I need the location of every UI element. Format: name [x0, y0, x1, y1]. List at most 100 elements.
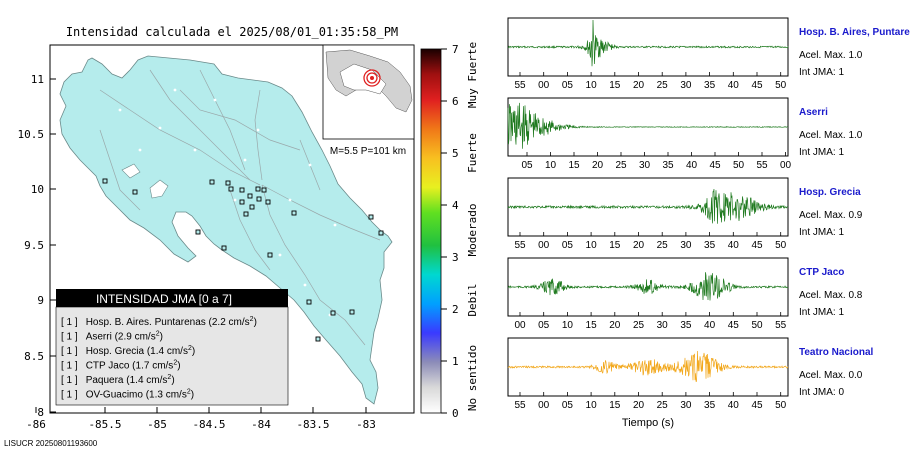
waveform-tick-label: 30	[639, 160, 651, 171]
waveform-tick-label: 05	[521, 160, 533, 171]
legend-entry-sup: 2	[250, 316, 254, 323]
colorbar-categories: Muy Fuerte Fuerte Moderado Debil No sentido	[466, 42, 479, 411]
waveform-tick-label: 40	[704, 320, 716, 331]
waveform-trace	[508, 19, 789, 67]
colorbar-category-label: No sentido	[466, 345, 479, 411]
waveform-tick-label: 55	[756, 160, 768, 171]
map-y-tick-label: 11	[31, 73, 44, 86]
waveform-tick-label: 20	[633, 400, 645, 411]
waveform-tick-label: 25	[615, 160, 627, 171]
int-jma-label: Int JMA: 0	[799, 387, 844, 398]
waveform-tick-label: 40	[728, 240, 740, 251]
legend-entry-sup: 2	[187, 389, 191, 396]
waveform-panel: 00 05 10 15 20 25 30 35 40 45 50 55 CTP Jaco Acel. Ma…	[507, 257, 863, 331]
legend-entry-level: [ 1 ]	[61, 361, 78, 372]
int-jma-label: Int JMA: 1	[799, 147, 844, 158]
waveform-tick-label: 35	[680, 320, 692, 331]
map-x-tick-label: -85	[147, 418, 167, 431]
waveform-tick-label: 10	[586, 400, 598, 411]
waveform-tick-label: 05	[562, 400, 574, 411]
legend-entry-level: [ 1 ]	[61, 317, 78, 328]
map-x-tick-label: -83.5	[296, 418, 329, 431]
waveform-tick-label: 40	[686, 160, 698, 171]
waveform-panels: 55 00 05 10 15 20 25 30 35 40 45 50 Hosp. B. Aires, …	[507, 17, 910, 411]
waveform-tick-label: 15	[609, 400, 621, 411]
colorbar-category-label: Muy Fuerte	[466, 42, 479, 108]
map-x-axis: -86 -85.5 -85 -84.5 -84 -83.5 -83	[26, 407, 376, 431]
acel-max-label: Acel. Max. 0.0	[799, 370, 863, 381]
waveform-tick-label: 15	[586, 320, 598, 331]
colorbar-tick-label: 3	[452, 251, 459, 264]
epicenter-ring-mid	[366, 72, 378, 84]
waveform-tick-label: 50	[775, 240, 787, 251]
waveform-tick-label: 55	[514, 240, 526, 251]
waveform-tick-label: 05	[538, 320, 550, 331]
waveform-tick-label: 35	[662, 160, 674, 171]
colorbar-tick-label: 7	[452, 43, 459, 56]
map-y-tick-label: 10	[31, 183, 44, 196]
legend-entry-name: OV-Guacimo (1.3 cm/s	[86, 390, 187, 401]
waveform-tick-label: 25	[657, 400, 669, 411]
map-y-tick-label: 8	[37, 406, 44, 419]
station-name: Hosp. B. Aires, Puntare	[799, 27, 910, 38]
legend-entry-level: [ 1 ]	[61, 346, 78, 357]
waveform-tick-label: 00	[514, 320, 526, 331]
waveform-tick-label: 00	[780, 160, 792, 171]
waveform-tick-label: 05	[562, 240, 574, 251]
waveform-trace	[507, 272, 789, 301]
waveform-tick-label: 50	[733, 160, 745, 171]
colorbar-tick-label: 6	[452, 95, 459, 108]
legend-entry: [ 1 ] Hosp. Grecia (1.4 cm/s2)	[61, 345, 195, 357]
colorbar-tick-label: 2	[452, 303, 459, 316]
legend-entry-close: )	[254, 317, 257, 328]
waveform-tick-label: 40	[728, 400, 740, 411]
legend-entry: [ 1 ] Hosp. B. Aires. Puntarenas (2.2 cm/…	[61, 316, 257, 328]
waveform-trace	[507, 102, 789, 149]
colorbar-tick-label: 5	[452, 147, 459, 160]
land-polygon	[59, 55, 393, 405]
acel-max-label: Acel. Max. 1.0	[799, 50, 863, 61]
waveform-tick-label: 00	[538, 80, 550, 91]
waveform-tick-label: 30	[680, 400, 692, 411]
legend-entry-sup: 2	[188, 345, 192, 352]
page-title: Intensidad calculada el 2025/08/01_01:35…	[66, 25, 398, 39]
waveform-tick-label: 35	[704, 400, 716, 411]
waveform-trace	[507, 350, 789, 382]
station-markers	[102, 178, 384, 342]
waveform-tick-label: 10	[586, 240, 598, 251]
legend-entry-close: )	[171, 375, 174, 386]
int-jma-label: Int JMA: 1	[799, 67, 844, 78]
waveform-tick-label: 20	[592, 160, 604, 171]
colorbar-category-label: Fuerte	[466, 133, 479, 173]
waveform-panel: 55 00 05 10 15 20 25 30 35 40 45 50 Teatro Nacional A…	[507, 337, 873, 411]
city-dots	[118, 88, 337, 317]
waveform-tick-label: 45	[751, 240, 763, 251]
legend-entry: [ 1 ] Aserri (2.9 cm/s2)	[61, 331, 163, 343]
legend-entry: [ 1 ] Paquera (1.4 cm/s2)	[61, 374, 175, 386]
waveform-tick-label: 10	[562, 320, 574, 331]
waveform-trace	[507, 189, 789, 224]
map-x-tick-label: -85.5	[88, 418, 121, 431]
legend-entry: [ 1 ] CTP Jaco (1.7 cm/s2)	[61, 360, 181, 372]
waveform-tick-label: 30	[680, 80, 692, 91]
waveform-tick-label: 30	[680, 240, 692, 251]
legend-entry-sup: 2	[156, 331, 160, 338]
legend-entry-sup: 2	[167, 374, 171, 381]
waveform-panel: 55 00 05 10 15 20 25 30 35 40 45 50 Hosp. Grecia Acel…	[507, 177, 863, 251]
map-y-tick-label: 9	[37, 294, 44, 307]
legend-entry-name: Hosp. B. Aires. Puntarenas (2.2 cm/s	[86, 317, 250, 328]
waveform-panel: 55 00 05 10 15 20 25 30 35 40 45 50 Hosp. B. Aires, …	[507, 17, 910, 91]
int-jma-label: Int JMA: 1	[799, 307, 844, 318]
waveform-tick-label: 50	[751, 320, 763, 331]
waveform-tick-label: 20	[633, 240, 645, 251]
map-y-tick-label: 10.5	[18, 128, 45, 141]
time-axis-label: Tiempo (s)	[622, 417, 674, 429]
acel-max-label: Acel. Max. 1.0	[799, 130, 863, 141]
waveform-tick-label: 45	[751, 400, 763, 411]
legend-entry: [ 1 ] OV-Guacimo (1.3 cm/s2)	[61, 389, 194, 401]
colorbar-category-label: Debil	[466, 283, 479, 316]
acel-max-label: Acel. Max. 0.9	[799, 210, 863, 221]
colorbar-tick-label: 4	[452, 199, 459, 212]
footer-id: LISUCR 20250801193600	[4, 439, 98, 448]
